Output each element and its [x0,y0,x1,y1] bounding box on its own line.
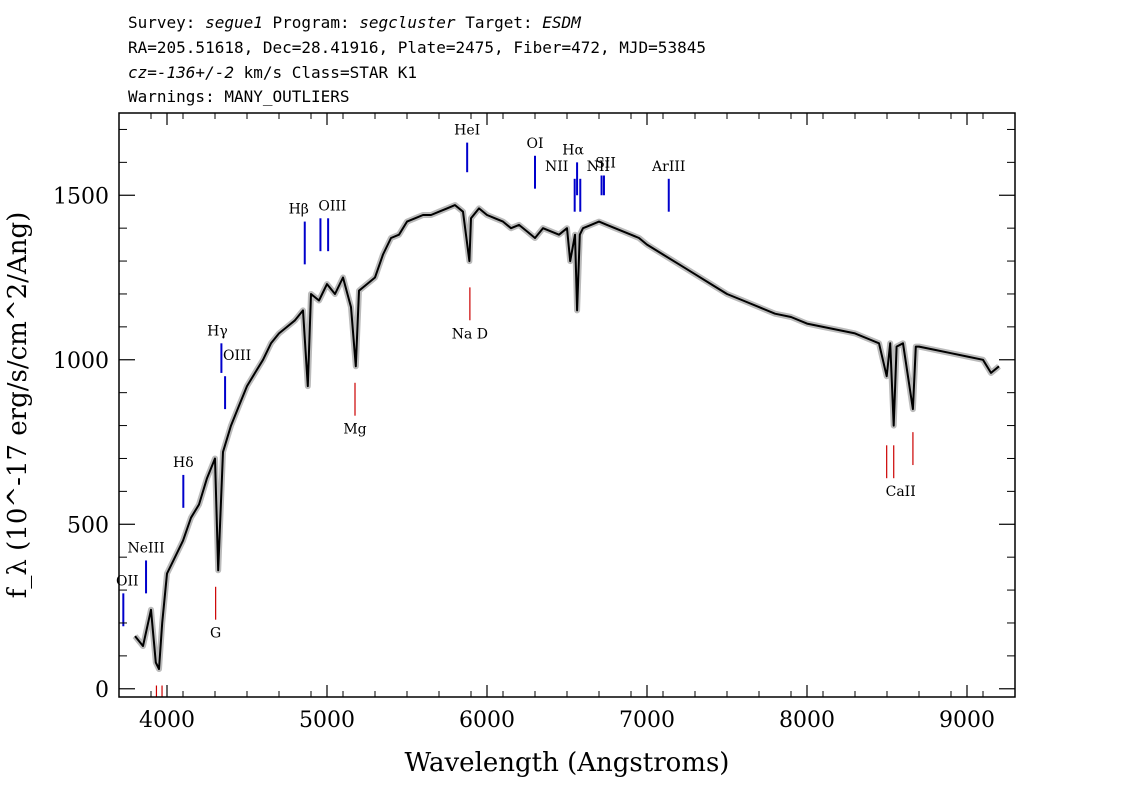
spectrum-line [134,204,1000,670]
y-tick-label: 0 [95,678,109,703]
spectral-line-label: ArIII [651,159,685,175]
x-tick-label: 8000 [779,708,835,733]
spectral-line-label: Hδ [173,455,194,471]
x-tick-label: 9000 [939,708,995,733]
plot-frame [118,112,1016,698]
header-line-3: cz=-136+/-2 km/s Class=STAR K1 [128,63,417,82]
spectral-line-label: OIII [223,348,251,364]
x-tick-label: 5000 [299,708,355,733]
header-line-2: RA=205.51618, Dec=28.41916, Plate=2475, … [128,38,706,57]
spectral-line-label: NII [545,159,568,175]
spectral-line-label: NeIII [127,540,164,556]
y-tick-label: 500 [67,513,109,538]
spectral-line-label: Hγ [207,323,228,339]
spectral-line-label: CaII [886,484,916,500]
spectral-line-label: OIII [318,198,346,214]
header-line-4: Warnings: MANY_OUTLIERS [128,87,350,106]
spectral-line-label: G [210,626,221,642]
y-tick-label: 1000 [53,349,109,374]
spectrum-series [132,202,1001,672]
spectral-line-label: Na D [452,326,488,342]
spectral-line-label: SII [595,156,616,172]
spectral-line-label: Hα [562,142,584,158]
y-tick-label: 1500 [53,184,109,209]
spectral-line-label: OII [116,573,139,589]
spectral-line-label: NII [587,159,610,175]
header-line-1: Survey: segue1 Program: segcluster Targe… [128,13,581,32]
spectral-line-label: OI [526,136,543,152]
x-tick-label: 7000 [619,708,675,733]
spectral-line-label: HeI [454,123,480,139]
spectral-line-label: Hβ [289,202,309,218]
axis-ticks: 4000 5000 6000 7000 8000 9000 0 500 1000 1500 [53,113,1016,733]
x-axis-label: Wavelength (Angstroms) [405,748,730,778]
spectral-line-label: Mg [343,422,366,438]
x-tick-label: 6000 [459,708,515,733]
spectrum-error-band [132,202,1001,672]
y-axis-label: f_λ (10^-17 erg/s/cm^2/Ang) [3,212,33,598]
x-tick-label: 4000 [139,708,195,733]
